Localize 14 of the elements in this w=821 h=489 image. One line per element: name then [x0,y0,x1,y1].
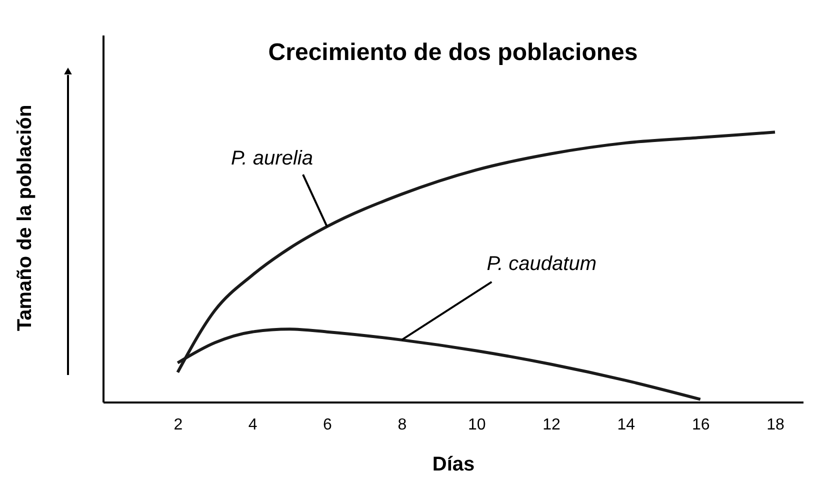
y-axis-title: Tamaño de la población [14,104,36,332]
x-tick-label: 12 [542,416,560,434]
x-axis-title: Días [432,454,475,476]
x-tick-label: 14 [617,416,636,434]
x-tick-label: 18 [766,416,784,434]
x-tick-label: 10 [468,416,486,434]
text: P. aurelia [231,148,313,170]
x-tick-label: 6 [323,416,332,434]
x-tick-label: 16 [692,416,710,434]
chart-title: Crecimiento de dos poblaciones [268,39,638,66]
x-tick-label: 8 [398,416,407,434]
x-tick-label: 2 [174,416,183,434]
text: P. caudatum [486,252,597,275]
x-tick-label: 4 [248,416,258,434]
